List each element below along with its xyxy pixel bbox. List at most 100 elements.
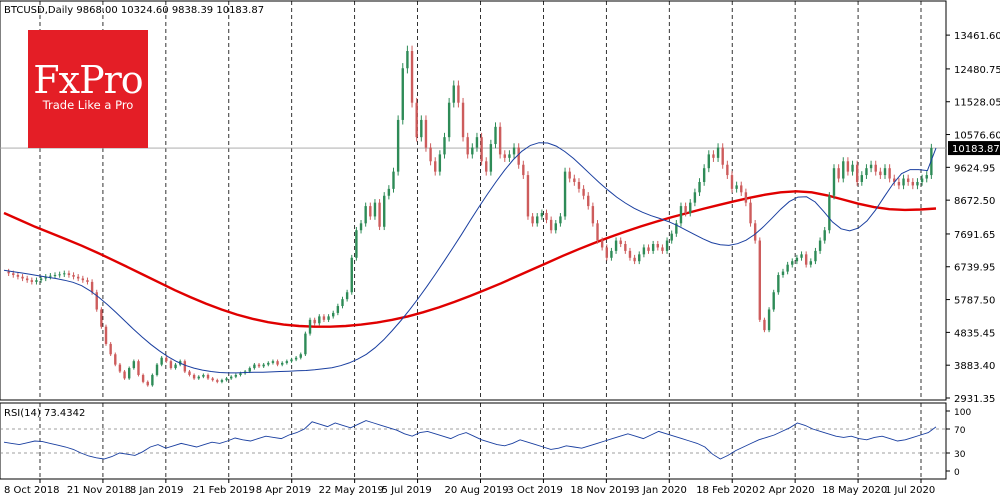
x-tick-label: 2 Apr 2020 <box>759 485 814 496</box>
candle-body-up <box>693 192 697 203</box>
candle-body-up <box>318 316 321 324</box>
candle-body-up <box>698 181 701 193</box>
candle-body-down <box>591 206 595 224</box>
candle-body-up <box>786 264 789 272</box>
candle-body-down <box>322 316 326 320</box>
candle-body-down <box>837 168 840 179</box>
candle-body-up <box>396 119 400 172</box>
candle-body-up <box>559 216 562 224</box>
candle-body-up <box>248 368 251 372</box>
candle-body-down <box>30 280 34 282</box>
candle-body-down <box>188 371 191 375</box>
candle-body-up <box>392 171 395 189</box>
candle-body-down <box>276 361 279 365</box>
candle-body-down <box>216 380 219 382</box>
x-tick-label: 8 Apr 2019 <box>256 485 311 496</box>
candle-body-down <box>647 247 650 251</box>
candle-body-up <box>795 257 799 262</box>
candle-body-down <box>587 195 590 207</box>
candle-body-down <box>897 181 901 186</box>
candle-body-up <box>916 181 919 186</box>
candle-body-down <box>141 374 145 382</box>
fxpro-logo: FxPro Trade Like a Pro <box>28 30 148 148</box>
x-tick-label: 18 Feb 2020 <box>696 485 758 496</box>
y-tick-label: 2931.35 <box>954 394 995 405</box>
candle-body-up <box>239 373 242 375</box>
candle-body-down <box>712 154 715 158</box>
candle-body-down <box>573 178 576 182</box>
candle-body-up <box>689 202 692 213</box>
candle-body-down <box>624 244 627 251</box>
candle-body-down <box>596 223 599 241</box>
candle-body-up <box>39 278 43 281</box>
y-tick-label: 12480.75 <box>954 65 1000 76</box>
candle-body-down <box>874 164 877 172</box>
x-tick-label: 8 Jan 2019 <box>130 485 184 496</box>
candle-body-down <box>545 212 548 220</box>
candle-body-up <box>614 240 618 251</box>
candle-body-up <box>364 206 367 224</box>
candle-body-up <box>902 178 905 186</box>
candle-body-down <box>730 175 734 189</box>
candle-body-up <box>49 275 52 277</box>
candle-body-down <box>183 361 187 372</box>
logo-name: FxPro <box>33 58 143 102</box>
candle-body-up <box>271 361 275 363</box>
candle-body-up <box>860 175 864 182</box>
rsi-pane-frame <box>0 402 947 480</box>
current-price-tag: 10183.87 <box>948 141 1000 156</box>
candle-body-down <box>906 178 910 182</box>
candle-body-down <box>25 278 29 281</box>
candle-body-down <box>95 292 98 310</box>
candle-body-up <box>401 68 404 120</box>
candle-body-down <box>888 168 891 179</box>
candle-body-up <box>174 364 177 369</box>
candle-body-up <box>735 185 738 189</box>
candle-body-up <box>253 364 256 369</box>
candle-body-up <box>151 374 154 386</box>
logo-tagline: Trade Like a Pro <box>42 98 134 112</box>
candle-body-up <box>651 244 655 251</box>
candle-body-up <box>920 178 924 182</box>
candle-body-up <box>438 154 442 172</box>
candle-body-down <box>740 185 743 193</box>
candle-body-up <box>670 233 673 241</box>
candle-body-down <box>721 147 724 165</box>
candle-body-up <box>791 261 794 265</box>
candle-body-up <box>772 292 775 310</box>
candle-body-down <box>466 137 469 155</box>
candle-body-up <box>823 230 826 241</box>
candle-body-up <box>800 254 803 258</box>
candle-body-down <box>90 281 94 293</box>
candle-body-down <box>81 278 85 281</box>
chart-header-symbol: BTCUSD,Daily 9868.00 10324.60 9838.39 10… <box>4 5 264 16</box>
candle-body-up <box>262 364 265 367</box>
candle-body-down <box>313 319 316 324</box>
candle-body-up <box>665 240 669 251</box>
candle-body-up <box>359 223 363 231</box>
candle-body-up <box>508 154 511 158</box>
candle-body-down <box>21 276 24 279</box>
candle-body-up <box>35 280 38 282</box>
candle-body-up <box>420 119 423 138</box>
candle-body-down <box>526 175 530 217</box>
candle-body-up <box>925 175 928 179</box>
rsi-y-tick-label: 30 <box>954 450 966 460</box>
candle-body-up <box>327 316 330 320</box>
candle-body-up <box>132 361 136 369</box>
y-tick-label: 8672.50 <box>954 196 995 207</box>
candle-body-down <box>893 178 896 182</box>
candle-body-up <box>44 276 47 279</box>
candle-body-down <box>378 202 381 227</box>
candle-body-up <box>155 364 159 375</box>
candle-body-up <box>563 171 567 217</box>
rsi-y-tick-label: 100 <box>954 408 971 418</box>
candle-body-up <box>475 137 479 148</box>
candle-body-up <box>294 357 298 360</box>
candle-body-down <box>434 161 437 172</box>
candle-body-up <box>679 206 683 224</box>
candle-body-up <box>127 368 131 379</box>
rsi-title: RSI(14) 73.4342 <box>4 408 85 419</box>
candle-body-up <box>828 195 831 231</box>
candle-body-up <box>707 154 710 169</box>
